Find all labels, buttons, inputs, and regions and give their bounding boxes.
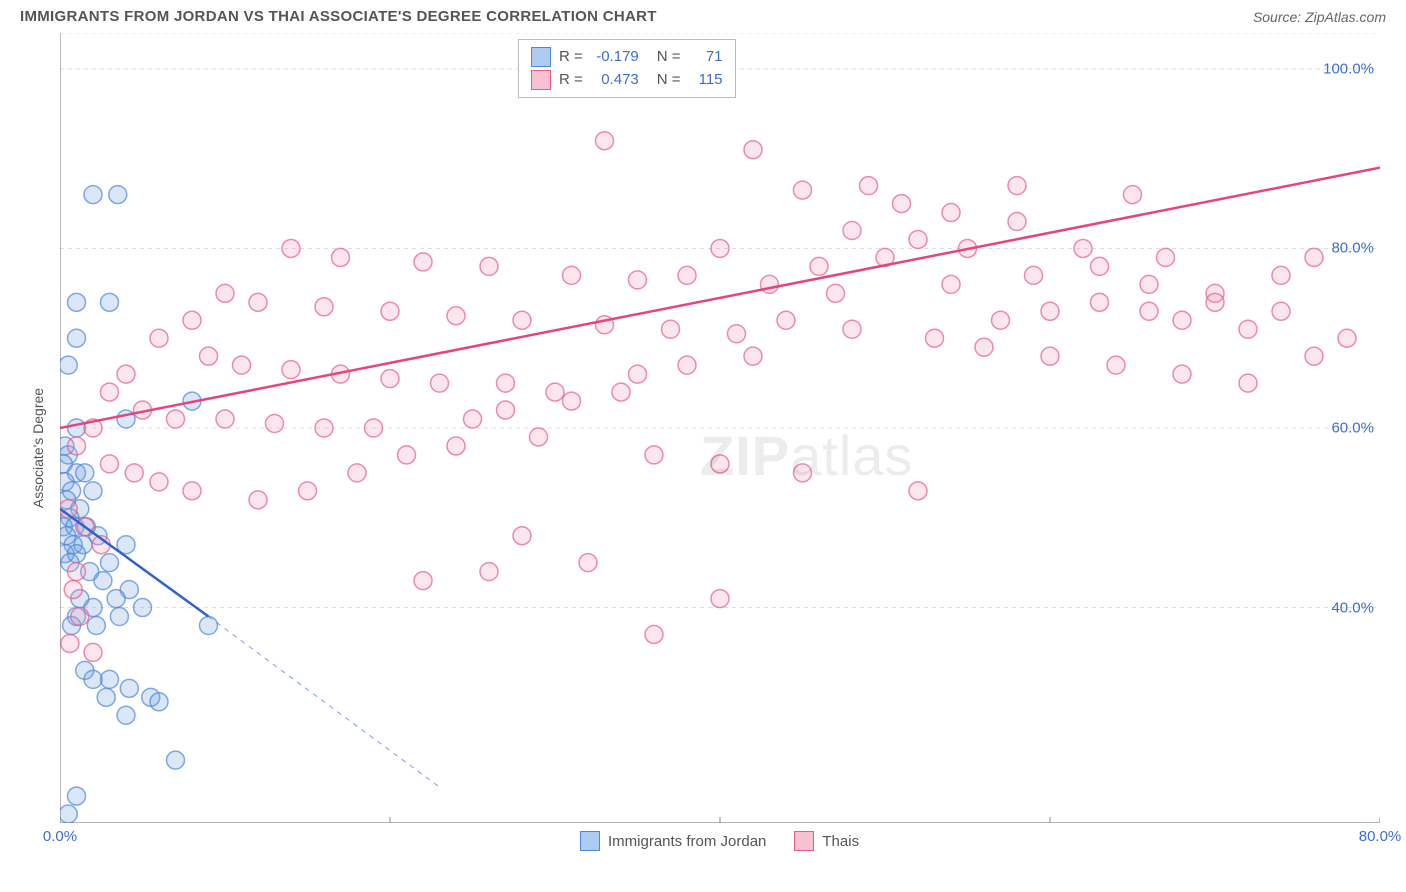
- legend-series: Immigrants from Jordan Thais: [580, 831, 859, 851]
- legend-swatch: [531, 47, 551, 67]
- legend-stats: R = -0.179 N = 71 R = 0.473 N = 115: [518, 39, 736, 98]
- n-label: N =: [657, 46, 681, 69]
- x-tick-label: 80.0%: [1359, 828, 1402, 845]
- n-value: 115: [689, 69, 723, 92]
- y-tick-label: 80.0%: [1310, 240, 1380, 257]
- y-tick-label: 100.0%: [1310, 60, 1380, 77]
- legend-item: Immigrants from Jordan: [580, 831, 766, 851]
- source-citation: Source: ZipAtlas.com: [1253, 9, 1386, 25]
- legend-stats-row: R = 0.473 N = 115: [531, 69, 723, 92]
- y-tick-label: 40.0%: [1310, 599, 1380, 616]
- chart-title: IMMIGRANTS FROM JORDAN VS THAI ASSOCIATE…: [20, 8, 657, 25]
- r-label: R =: [559, 46, 583, 69]
- legend-swatch: [531, 70, 551, 90]
- y-tick-label: 60.0%: [1310, 420, 1380, 437]
- y-axis-label: Associate's Degree: [30, 388, 46, 508]
- legend-stats-row: R = -0.179 N = 71: [531, 46, 723, 69]
- r-value: -0.179: [591, 46, 639, 69]
- source-name: ZipAtlas.com: [1305, 9, 1386, 25]
- r-label: R =: [559, 69, 583, 92]
- n-label: N =: [657, 69, 681, 92]
- plot-area: [60, 33, 1380, 823]
- x-tick-label: 0.0%: [43, 828, 77, 845]
- legend-label: Thais: [822, 833, 859, 850]
- source-prefix: Source:: [1253, 9, 1305, 25]
- legend-swatch: [580, 831, 600, 851]
- r-value: 0.473: [591, 69, 639, 92]
- legend-item: Thais: [794, 831, 859, 851]
- legend-label: Immigrants from Jordan: [608, 833, 766, 850]
- legend-swatch: [794, 831, 814, 851]
- n-value: 71: [689, 46, 723, 69]
- scatter-chart: Associate's Degree 40.0% 60.0% 80.0% 100.0%…: [20, 33, 1386, 863]
